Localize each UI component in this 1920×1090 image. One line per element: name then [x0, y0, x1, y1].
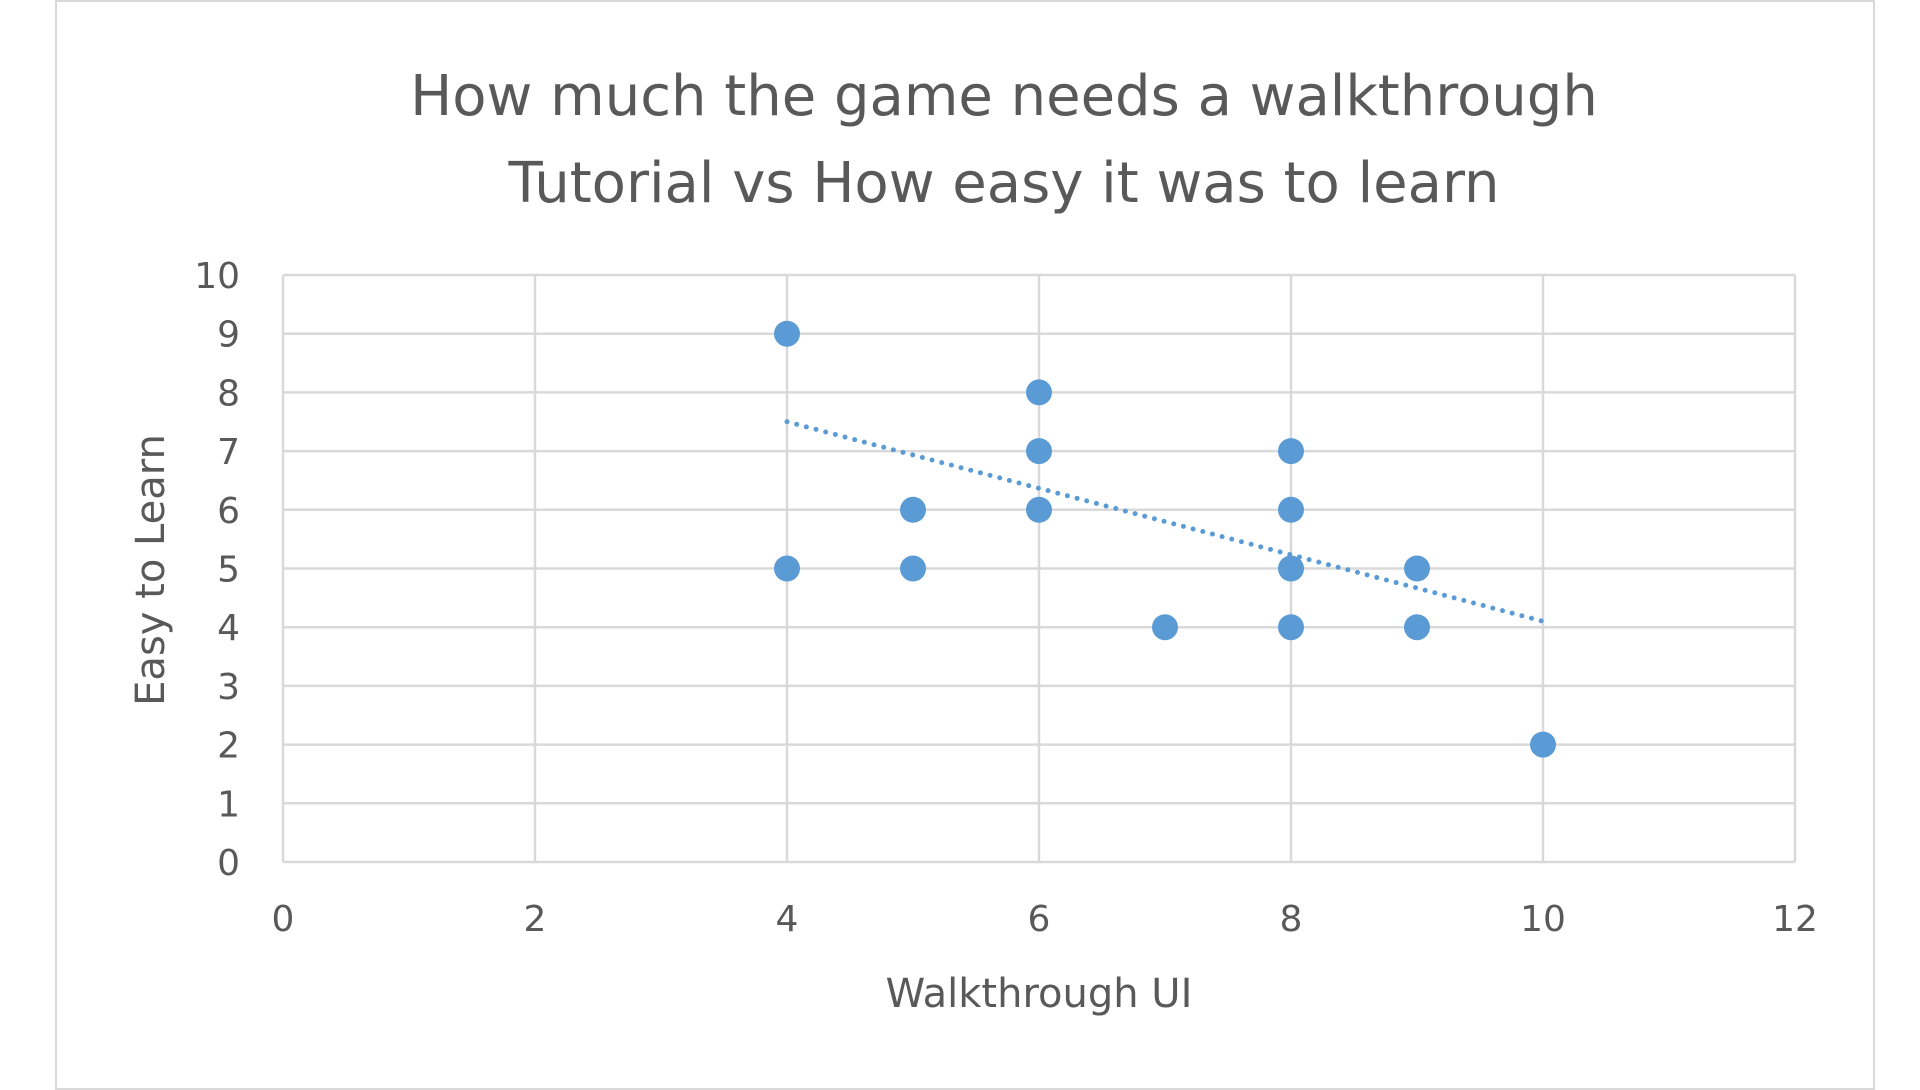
data-point — [1278, 555, 1304, 582]
x-tick-label: 2 — [524, 899, 547, 940]
x-tick-label: 4 — [776, 899, 799, 940]
data-point — [774, 320, 800, 347]
data-point — [1278, 438, 1304, 465]
chart-title-line-2: Tutorial vs How easy it was to learn — [508, 151, 1500, 216]
y-tick-label: 0 — [217, 843, 240, 884]
y-tick-label: 2 — [217, 726, 240, 767]
data-point — [1026, 379, 1052, 406]
y-tick-label: 6 — [217, 491, 240, 532]
data-point — [900, 496, 926, 523]
data-point — [1278, 614, 1304, 641]
y-tick-label: 3 — [217, 667, 240, 708]
y-axis-ticks: 0 1 2 3 4 5 6 7 8 9 10 — [194, 256, 240, 884]
data-point — [1530, 731, 1556, 758]
y-tick-label: 10 — [194, 256, 240, 297]
data-point — [1278, 496, 1304, 523]
chart-title-line-1: How much the game needs a walkthrough — [410, 64, 1598, 129]
data-point — [1152, 614, 1178, 641]
y-tick-label: 7 — [217, 432, 240, 473]
y-tick-label: 5 — [217, 550, 240, 591]
x-axis-title: Walkthrough UI — [886, 971, 1193, 1017]
y-tick-label: 9 — [217, 315, 240, 356]
y-tick-label: 1 — [217, 784, 240, 825]
y-tick-label: 4 — [217, 608, 240, 649]
x-tick-label: 6 — [1028, 899, 1051, 940]
data-point — [1404, 614, 1430, 641]
data-point — [1026, 438, 1052, 465]
y-tick-label: 8 — [217, 373, 240, 414]
trendline — [784, 419, 1546, 624]
data-point — [774, 555, 800, 582]
chart-title: How much the game needs a walkthrough Tu… — [410, 64, 1598, 216]
x-tick-label: 8 — [1280, 899, 1303, 940]
data-point — [1404, 555, 1430, 582]
x-axis-ticks: 0 2 4 6 8 10 12 — [272, 899, 1818, 940]
gridlines — [281, 273, 1797, 864]
data-point — [1026, 496, 1052, 523]
x-tick-label: 10 — [1520, 899, 1566, 940]
x-tick-label: 0 — [272, 899, 295, 940]
chart-frame — [55, 0, 1875, 1090]
x-tick-label: 12 — [1772, 899, 1818, 940]
y-axis-title: Easy to Learn — [128, 434, 174, 706]
trendline-group — [784, 419, 1546, 624]
data-point — [900, 555, 926, 582]
data-points — [774, 320, 1556, 758]
